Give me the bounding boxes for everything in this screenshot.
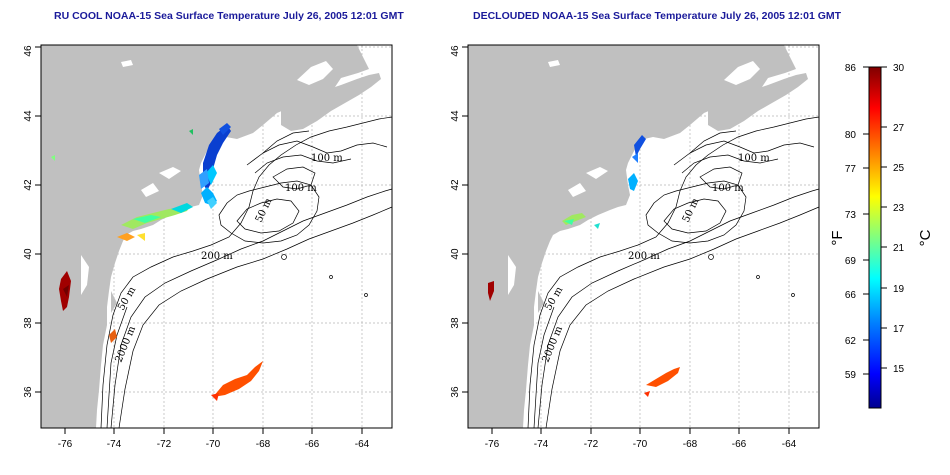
left-ticks	[35, 46, 363, 434]
fahrenheit-tick-label: 59	[845, 370, 857, 381]
lon-tick-label: -72	[157, 439, 172, 450]
lon-tick-label: -74	[107, 439, 122, 450]
contour-label-100m-a: 100 m	[738, 153, 770, 164]
right-lat-tick-labels: 36 38 40 42 44 46	[450, 45, 461, 398]
right-ticks	[462, 46, 790, 434]
lat-tick-label: 40	[23, 248, 34, 260]
lon-tick-label: -64	[355, 439, 370, 450]
lon-tick-label: -68	[256, 439, 271, 450]
right-sst-patches	[488, 135, 680, 397]
right-plot-frame	[467, 44, 820, 429]
lon-tick-label: -68	[683, 439, 698, 450]
fahrenheit-tick-label: 69	[845, 256, 857, 267]
lon-tick-label: -76	[485, 439, 500, 450]
right-map: 100 m 100 m 50 m 200 m 50 m 2000 m -76 -…	[450, 44, 820, 450]
lon-tick-label: -64	[782, 439, 797, 450]
left-lon-tick-labels: -76 -74 -72 -70 -68 -66 -64	[58, 439, 370, 450]
fahrenheit-tick-label: 86	[845, 63, 857, 74]
celsius-tick-label: 23	[893, 203, 905, 214]
contour-label-100m-a: 100 m	[311, 153, 343, 164]
left-plot-frame	[40, 44, 393, 429]
lon-tick-label: -76	[58, 439, 73, 450]
lon-tick-label: -70	[206, 439, 221, 450]
fahrenheit-tick-label: 80	[845, 130, 857, 141]
colorbar-ticks	[863, 66, 887, 375]
fahrenheit-tick-label: 73	[845, 210, 857, 221]
lat-tick-label: 38	[23, 317, 34, 329]
lat-tick-label: 42	[23, 179, 34, 191]
lon-tick-label: -66	[732, 439, 747, 450]
celsius-tick-label: 21	[893, 243, 905, 254]
right-map-title: DECLOUDED NOAA-15 Sea Surface Temperatur…	[473, 10, 842, 22]
lon-tick-label: -72	[584, 439, 599, 450]
lat-tick-label: 38	[450, 317, 461, 329]
colorbar-celsius-labels: 30 27 25 23 21 19 17 15	[893, 63, 905, 375]
colorbar-fahrenheit-labels: 86 80 77 73 69 66 62 59	[845, 63, 857, 381]
right-lon-tick-labels: -76 -74 -72 -70 -68 -66 -64	[485, 439, 797, 450]
contour-label-100m-b: 100 m	[712, 183, 744, 194]
contour-label-200m: 200 m	[628, 251, 660, 262]
celsius-tick-label: 30	[893, 63, 905, 74]
fahrenheit-tick-label: 77	[845, 164, 857, 175]
lon-tick-label: -74	[534, 439, 549, 450]
lat-tick-label: 40	[450, 248, 461, 260]
celsius-tick-label: 15	[893, 364, 905, 375]
colorbar: 86 80 77 73 69 66 62 59 30 27 25 23 21 1…	[829, 63, 934, 409]
celsius-tick-label: 27	[893, 123, 905, 134]
left-lat-tick-labels: 36 38 40 42 44 46	[23, 45, 34, 398]
contour-label-200m: 200 m	[201, 251, 233, 262]
lat-tick-label: 36	[23, 386, 34, 398]
fahrenheit-tick-label: 66	[845, 290, 857, 301]
celsius-tick-label: 25	[893, 163, 905, 174]
colorbar-gradient	[868, 66, 882, 409]
left-sst-patches	[51, 123, 263, 401]
contour-label-100m-b: 100 m	[285, 183, 317, 194]
celsius-unit-label: °C	[917, 229, 934, 246]
lat-tick-label: 42	[450, 179, 461, 191]
lat-tick-label: 46	[450, 45, 461, 57]
lat-tick-label: 44	[450, 110, 461, 122]
lat-tick-label: 46	[23, 45, 34, 57]
fahrenheit-unit-label: °F	[829, 230, 846, 245]
celsius-tick-label: 19	[893, 284, 905, 295]
lon-tick-label: -66	[305, 439, 320, 450]
fahrenheit-tick-label: 62	[845, 336, 857, 347]
left-map-title: RU COOL NOAA-15 Sea Surface Temperature …	[54, 10, 404, 22]
lat-tick-label: 36	[450, 386, 461, 398]
lon-tick-label: -70	[633, 439, 648, 450]
lat-tick-label: 44	[23, 110, 34, 122]
left-map: 100 m 100 m 50 m 200 m 50 m 2000 m -76 -…	[23, 44, 393, 450]
celsius-tick-label: 17	[893, 324, 905, 335]
